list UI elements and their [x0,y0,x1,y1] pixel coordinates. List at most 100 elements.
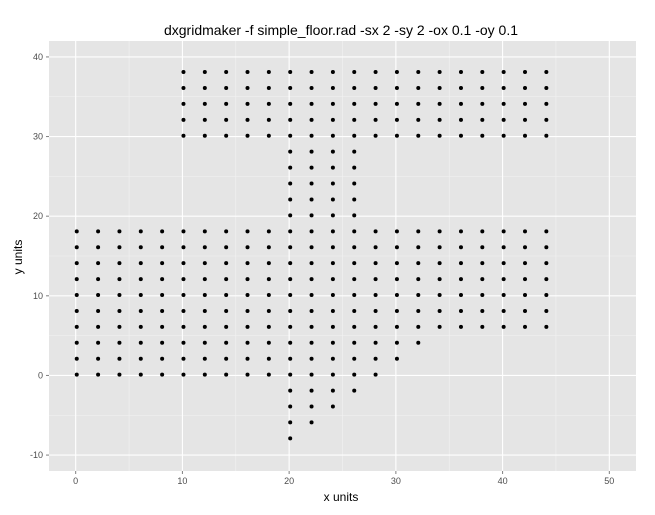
grid-point [480,101,485,106]
grid-point [330,388,335,393]
grid-point [501,133,506,138]
grid-point [330,293,335,298]
grid-point [352,308,357,313]
grid-point [288,436,293,441]
grid-point [523,261,528,266]
grid-point [266,308,271,313]
grid-point [373,70,378,75]
grid-point [330,372,335,377]
grid-point [480,308,485,313]
grid-point [330,165,335,170]
grid-point [288,229,293,234]
grid-point [160,324,165,329]
grid-point [309,340,314,345]
grid-point [74,277,79,282]
grid-point [202,261,207,266]
grid-point [117,245,122,250]
grid-point [202,372,207,377]
x-tick-label: 50 [604,476,614,486]
x-tick-label: 30 [391,476,401,486]
grid-point [480,261,485,266]
grid-point [96,308,101,313]
grid-point [416,261,421,266]
grid-point [501,117,506,122]
grid-point [181,70,186,75]
grid-point [352,277,357,282]
grid-point [309,245,314,250]
grid-point [437,293,442,298]
grid-point [181,101,186,106]
y-axis-label: y units [11,240,25,275]
grid-point [288,197,293,202]
grid-point [458,245,463,250]
grid-point [181,245,186,250]
grid-point [96,324,101,329]
grid-point [352,229,357,234]
grid-point [266,261,271,266]
grid-point [288,70,293,75]
grid-point [458,324,463,329]
grid-point [480,245,485,250]
grid-point [96,245,101,250]
grid-point [416,324,421,329]
grid-point [288,356,293,361]
grid-point [117,277,122,282]
grid-point [352,70,357,75]
y-axis-ticks: -10 0 10 20 30 40 [30,52,49,460]
grid-point [352,213,357,218]
grid-point [309,261,314,266]
grid-point [202,324,207,329]
grid-point [96,261,101,266]
grid-point [373,324,378,329]
grid-point [501,261,506,266]
grid-point [266,101,271,106]
grid-point [394,101,399,106]
grid-point [288,420,293,425]
grid-point [96,293,101,298]
grid-point [181,293,186,298]
grid-point [74,245,79,250]
grid-point [394,229,399,234]
grid-point [373,229,378,234]
grid-point [224,308,229,313]
grid-point [523,229,528,234]
grid-point [266,356,271,361]
grid-point [266,293,271,298]
grid-point [245,133,250,138]
grid-point [160,277,165,282]
grid-point [245,229,250,234]
grid-point [352,117,357,122]
grid-point [160,261,165,266]
grid-point [394,293,399,298]
grid-point [458,101,463,106]
grid-point [437,85,442,90]
grid-point [458,308,463,313]
grid-point [245,372,250,377]
grid-point [523,277,528,282]
grid-point [330,245,335,250]
grid-point [309,133,314,138]
grid-point [138,324,143,329]
grid-point [309,197,314,202]
grid-point [437,324,442,329]
grid-point [416,117,421,122]
grid-point [523,85,528,90]
grid-point [544,85,549,90]
x-tick-label: 20 [284,476,294,486]
grid-point [394,261,399,266]
grid-point [309,70,314,75]
grid-point [458,229,463,234]
grid-point [501,101,506,106]
grid-point [330,213,335,218]
grid-point [394,70,399,75]
grid-point [138,293,143,298]
grid-point [202,308,207,313]
grid-point [352,261,357,266]
grid-point [330,324,335,329]
grid-point [160,293,165,298]
grid-point [523,324,528,329]
grid-point [437,229,442,234]
grid-point [117,372,122,377]
grid-point [266,133,271,138]
